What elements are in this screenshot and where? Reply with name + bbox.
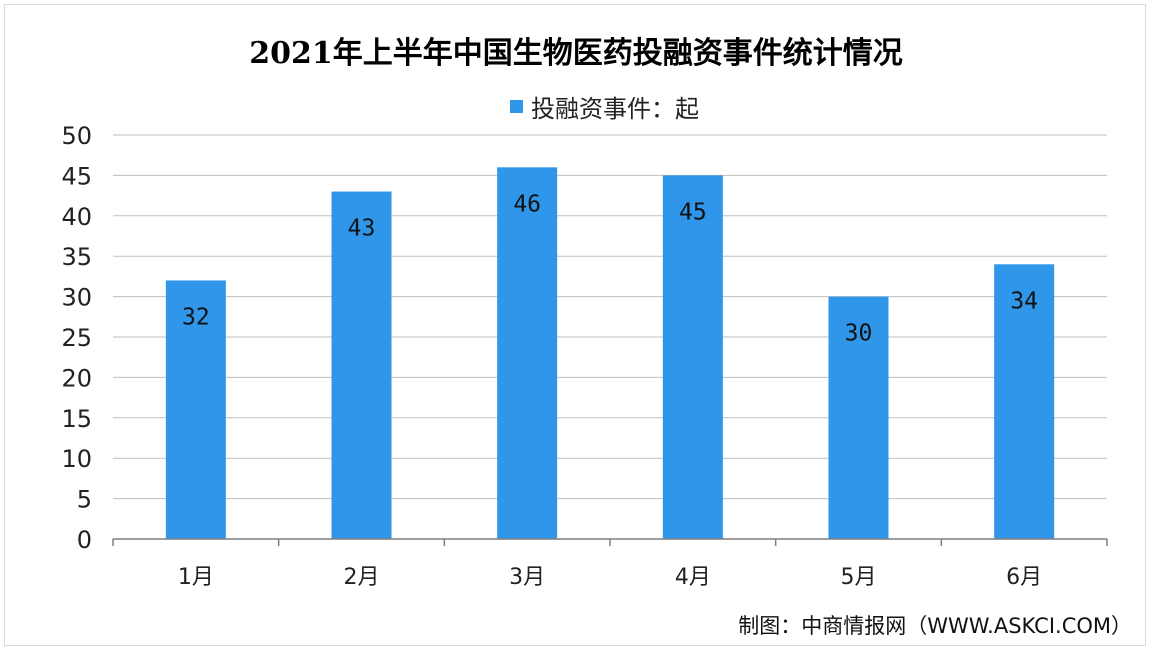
y-tick-label: 15 [61,405,92,433]
x-tick-label: 4月 [675,565,711,590]
source-credit: 制图：中商情报网（WWW.ASKCI.COM） [738,614,1132,638]
bar [828,296,889,539]
y-tick-label: 20 [61,364,92,392]
y-tick-label: 5 [77,486,92,514]
x-tick-label: 6月 [1006,565,1042,590]
chart-frame [4,4,1146,646]
chart-legend: 投融资事件：起 [510,88,699,124]
bar [497,167,558,539]
y-tick-label: 10 [61,445,92,473]
grid-lines [113,134,1107,500]
legend-swatch [510,99,523,113]
y-tick-label: 0 [77,526,92,554]
x-axis [112,538,1108,546]
y-tick-label: 45 [61,162,92,190]
y-tick-label: 25 [61,324,92,352]
bar-data-label: 46 [513,191,541,217]
x-tick-label: 1月 [178,565,214,590]
bar [662,175,723,539]
x-tick-labels: 1月 2月 3月 4月 5月 6月 [178,565,1042,590]
bars [165,167,1055,539]
bar-data-label: 34 [1010,288,1038,314]
y-tick-labels: 0 5 10 15 20 25 30 35 40 45 50 [61,122,92,554]
legend-label: 投融资事件：起 [531,94,699,123]
bar [165,280,226,539]
bar-data-labels: 32 43 46 45 30 34 [182,191,1038,346]
bar [994,264,1055,539]
bar-data-label: 30 [845,321,873,347]
y-tick-label: 50 [61,122,92,150]
bar-data-label: 32 [182,304,210,330]
y-tick-label: 35 [61,243,92,271]
y-tick-label: 30 [61,284,92,312]
chart-title: 2021年上半年中国生物医药投融资事件统计情况 [249,36,903,71]
x-tick-label: 2月 [344,565,380,590]
x-tick-label: 3月 [509,565,545,590]
x-tick-label: 5月 [841,565,877,590]
bar-data-label: 43 [348,216,376,242]
y-tick-label: 40 [61,203,92,231]
bar-data-label: 45 [679,199,707,225]
bar [331,191,392,539]
